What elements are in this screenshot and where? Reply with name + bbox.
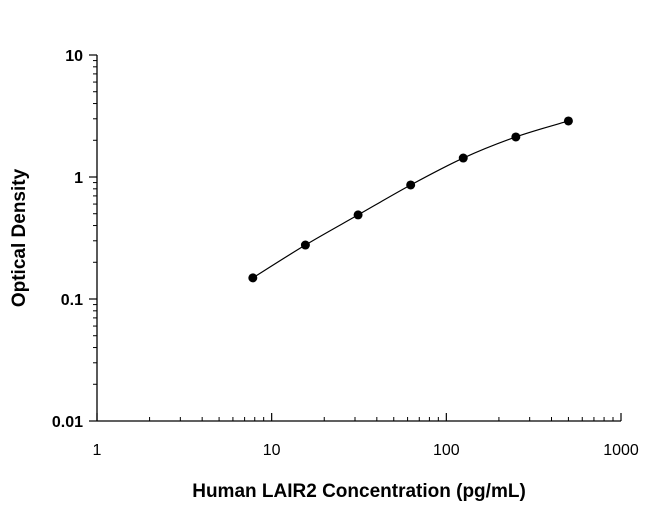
y-tick-label: 0.01 — [52, 414, 83, 431]
data-point — [248, 273, 258, 283]
y-tick-label: 1 — [74, 170, 83, 187]
y-tick-label: 10 — [65, 48, 83, 65]
fit-curve — [252, 120, 569, 279]
data-point — [458, 153, 468, 163]
ticks: 1 10 100 1000 0.01 0.1 1 10 — [52, 48, 639, 459]
axes — [96, 55, 621, 422]
data-point — [353, 210, 363, 220]
y-tick-label: 0.1 — [61, 292, 83, 309]
data-points — [248, 116, 573, 283]
x-tick-label: 1 — [93, 442, 102, 459]
x-tick-label: 100 — [433, 442, 460, 459]
data-point — [511, 132, 521, 142]
x-axis-label: Human LAIR2 Concentration (pg/mL) — [192, 481, 526, 502]
x-tick-label: 10 — [263, 442, 281, 459]
data-point — [563, 116, 573, 126]
data-point — [300, 240, 310, 250]
y-axis-label: Optical Density — [9, 168, 30, 307]
x-tick-label: 1000 — [603, 442, 639, 459]
data-point — [406, 180, 416, 190]
